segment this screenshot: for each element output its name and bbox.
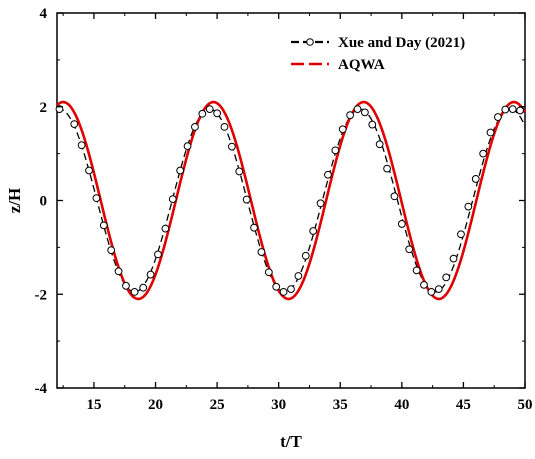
data-point-xue-and-day <box>213 109 222 118</box>
data-point-xue-and-day <box>368 120 377 129</box>
data-point-xue-and-day <box>508 105 517 113</box>
data-point-xue-and-day <box>501 105 510 114</box>
axis-ticks: 15 20 25 30 35 40 45 50 -4 -2 0 2 4 <box>35 6 533 413</box>
y-tick-label: 2 <box>40 100 48 116</box>
data-point-xue-and-day <box>257 248 266 256</box>
data-point-xue-and-day <box>99 221 108 230</box>
x-tick-label: 45 <box>456 397 471 413</box>
data-point-xue-and-day <box>139 283 148 292</box>
data-point-xue-and-day <box>176 166 185 175</box>
x-tick-label: 40 <box>394 397 409 413</box>
y-tick-label: -2 <box>35 287 48 303</box>
data-point-xue-and-day <box>279 288 288 296</box>
data-point-xue-and-day <box>449 254 458 263</box>
data-point-xue-and-day <box>479 149 488 158</box>
data-point-xue-and-day <box>427 288 436 296</box>
data-point-xue-and-day <box>198 109 207 118</box>
axes-box <box>56 12 526 389</box>
x-axis-label: t/T <box>280 432 302 451</box>
data-point-xue-and-day <box>353 105 362 113</box>
data-point-xue-and-day <box>70 120 79 128</box>
x-tick-label: 25 <box>210 397 225 413</box>
data-point-xue-and-day <box>346 111 355 120</box>
legend: Xue and Day (2021) AQWA <box>291 35 465 73</box>
data-point-xue-and-day <box>360 108 369 117</box>
y-axis-label: z/H <box>5 188 24 214</box>
legend-label-aqwa: AQWA <box>338 57 385 73</box>
data-point-xue-and-day <box>486 128 495 137</box>
data-point-xue-and-day <box>397 220 406 228</box>
series-line-aqwa <box>56 100 527 301</box>
data-point-xue-and-day <box>114 267 123 276</box>
data-point-xue-and-day <box>205 105 214 113</box>
data-point-xue-and-day <box>154 250 162 259</box>
data-point-xue-and-day <box>338 125 347 134</box>
data-point-xue-and-day <box>434 285 443 293</box>
data-point-xue-and-day <box>516 106 524 115</box>
y-tick-label: 0 <box>40 194 48 210</box>
data-point-xue-and-day <box>420 280 428 289</box>
data-point-xue-and-day <box>324 170 332 179</box>
data-point-xue-and-day <box>457 230 465 239</box>
data-point-xue-and-day <box>331 146 340 155</box>
legend-label-xue-and-day: Xue and Day (2021) <box>338 35 465 51</box>
x-tick-label: 50 <box>518 397 533 413</box>
data-point-xue-and-day <box>161 224 170 233</box>
x-tick-label: 15 <box>86 397 101 413</box>
data-point-xue-and-day <box>471 175 480 183</box>
data-point-xue-and-day <box>309 227 318 235</box>
data-point-xue-and-day <box>287 285 295 293</box>
data-point-xue-and-day <box>235 167 244 176</box>
data-point-xue-and-day <box>168 195 177 203</box>
data-point-xue-and-day <box>242 195 251 204</box>
data-point-xue-and-day <box>383 164 391 173</box>
data-point-xue-and-day <box>301 251 310 260</box>
data-point-xue-and-day <box>390 192 399 201</box>
data-point-xue-and-day <box>146 270 155 279</box>
data-point-xue-and-day <box>405 245 414 254</box>
data-point-xue-and-day <box>227 142 236 151</box>
data-point-xue-and-day <box>92 194 101 203</box>
data-point-xue-and-day <box>494 113 502 121</box>
data-point-xue-and-day <box>316 199 325 208</box>
data-point-xue-and-day <box>250 223 258 232</box>
data-point-xue-and-day <box>272 282 281 291</box>
data-point-xue-and-day <box>294 272 303 280</box>
data-point-xue-and-day <box>220 123 229 131</box>
x-tick-label: 35 <box>333 397 348 413</box>
data-point-xue-and-day <box>122 281 130 290</box>
data-point-xue-and-day <box>442 273 451 282</box>
data-point-xue-and-day <box>85 166 93 175</box>
series-layer <box>55 100 527 301</box>
data-point-xue-and-day <box>191 123 199 131</box>
data-point-xue-and-day <box>77 141 86 150</box>
y-tick-label: 4 <box>40 6 48 22</box>
series-line-xue-and-day <box>56 108 526 293</box>
data-point-xue-and-day <box>183 142 192 151</box>
data-point-xue-and-day <box>375 140 384 149</box>
data-point-xue-and-day <box>130 288 139 296</box>
data-point-xue-and-day <box>264 268 273 277</box>
data-point-xue-and-day <box>107 246 116 255</box>
data-point-xue-and-day <box>464 202 473 211</box>
x-tick-label: 20 <box>148 397 163 413</box>
x-tick-label: 30 <box>271 397 286 413</box>
data-point-xue-and-day <box>412 266 421 275</box>
plot-frame <box>56 12 526 389</box>
legend-marker-xue-and-day <box>306 38 314 46</box>
y-tick-label: -4 <box>35 381 48 397</box>
